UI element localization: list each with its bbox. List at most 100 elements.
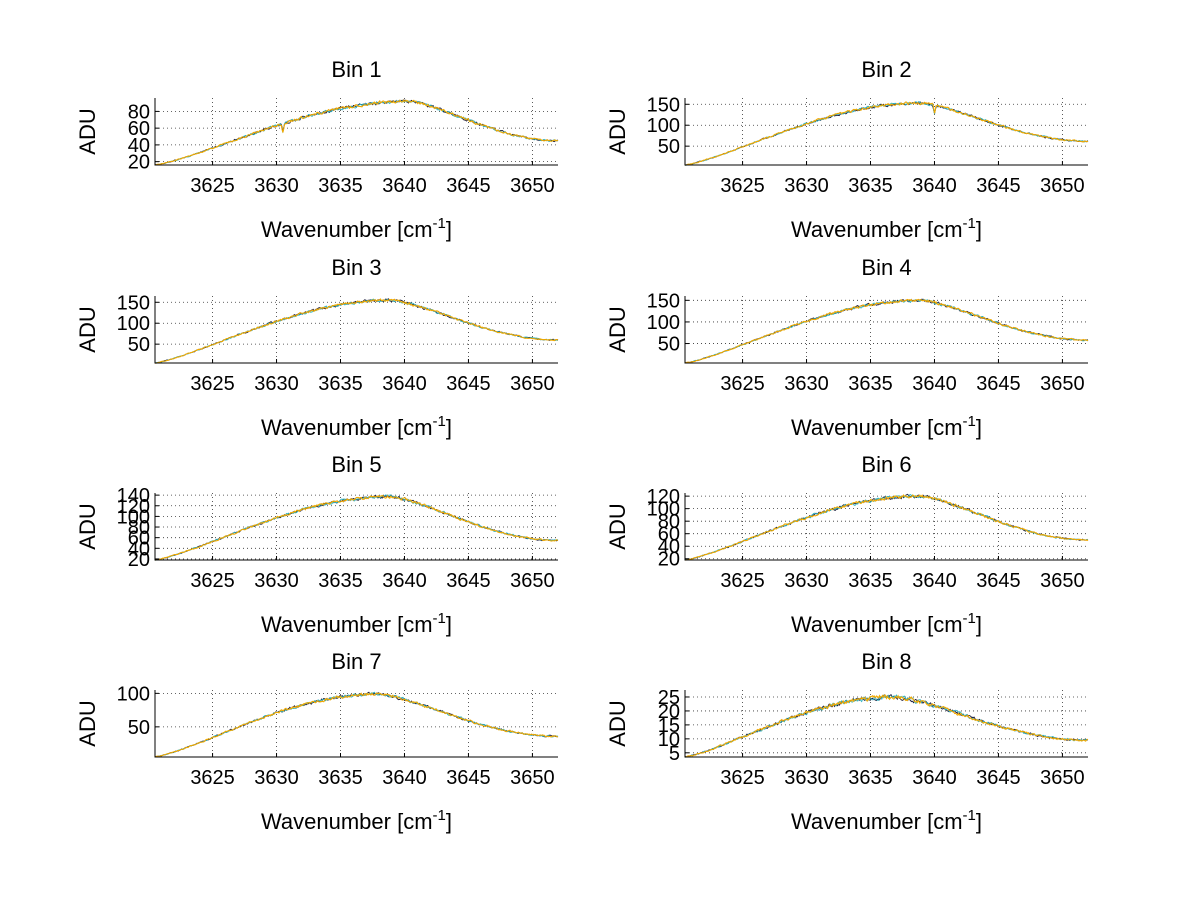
x-axis-label-text: Wavenumber [cm bbox=[261, 809, 433, 834]
x-tick-label: 3645 bbox=[976, 373, 1021, 395]
subplot-title: Bin 1 bbox=[331, 57, 381, 82]
x-axis-label-end: ] bbox=[976, 612, 982, 637]
x-tick-label: 3645 bbox=[976, 767, 1021, 789]
x-axis-label-text: Wavenumber [cm bbox=[791, 217, 963, 242]
x-axis-label-superscript: -1 bbox=[433, 807, 446, 824]
series-line-trace-2 bbox=[684, 494, 1089, 561]
y-axis-label: ADU bbox=[605, 306, 630, 352]
y-tick-label: 60 bbox=[658, 524, 680, 546]
axis-frame bbox=[154, 296, 558, 364]
y-tick-label: 40 bbox=[128, 538, 150, 560]
series-line-trace-1 bbox=[154, 691, 559, 758]
x-axis-label-end: ] bbox=[976, 217, 982, 242]
y-tick-label: 40 bbox=[128, 135, 150, 157]
series-line-trace-3 bbox=[684, 101, 1089, 166]
x-tick-label: 3635 bbox=[318, 373, 363, 395]
y-tick-label: 50 bbox=[128, 334, 150, 356]
x-tick-label: 3635 bbox=[848, 373, 893, 395]
x-axis-label-end: ] bbox=[446, 612, 452, 637]
series-line-trace-3 bbox=[154, 298, 559, 364]
y-axis-label: ADU bbox=[605, 700, 630, 746]
subplot-title: Bin 4 bbox=[861, 255, 911, 280]
subplot-title: Bin 8 bbox=[861, 649, 911, 674]
x-tick-label: 3625 bbox=[720, 767, 765, 789]
x-axis-label-end: ] bbox=[446, 809, 452, 834]
x-axis-label-end: ] bbox=[446, 217, 452, 242]
x-axis-label-superscript: -1 bbox=[433, 215, 446, 232]
y-tick-label: 120 bbox=[647, 486, 680, 508]
y-tick-label: 120 bbox=[117, 496, 150, 518]
series-line-trace-3 bbox=[154, 692, 559, 758]
y-tick-label: 60 bbox=[128, 118, 150, 140]
y-tick-label: 100 bbox=[647, 499, 680, 521]
series-line-trace-2 bbox=[684, 694, 1089, 758]
x-axis-label-text: Wavenumber [cm bbox=[791, 415, 963, 440]
x-axis-label-end: ] bbox=[976, 415, 982, 440]
x-axis-label: Wavenumber [cm-1] bbox=[261, 215, 452, 242]
x-axis-label-superscript: -1 bbox=[963, 610, 976, 627]
y-tick-label: 150 bbox=[117, 292, 150, 314]
axis-frame bbox=[154, 493, 558, 561]
x-tick-label: 3640 bbox=[912, 570, 957, 592]
x-axis-label-end: ] bbox=[446, 415, 452, 440]
x-tick-label: 3625 bbox=[720, 373, 765, 395]
y-tick-label: 50 bbox=[128, 717, 150, 739]
series-line-trace-1 bbox=[684, 694, 1089, 758]
x-tick-label: 3630 bbox=[254, 175, 299, 197]
series-line-trace-1 bbox=[684, 493, 1089, 561]
x-axis-label: Wavenumber [cm-1] bbox=[791, 215, 982, 242]
x-axis-label: Wavenumber [cm-1] bbox=[261, 807, 452, 834]
y-axis-label: ADU bbox=[75, 503, 100, 549]
y-axis-label: ADU bbox=[75, 700, 100, 746]
axis-frame bbox=[154, 98, 558, 166]
axis-frame bbox=[684, 493, 1088, 561]
x-tick-label: 3645 bbox=[446, 767, 491, 789]
axis-frame bbox=[684, 690, 1088, 758]
x-tick-label: 3630 bbox=[254, 570, 299, 592]
x-axis-label-end: ] bbox=[976, 809, 982, 834]
y-tick-label: 50 bbox=[658, 136, 680, 158]
y-tick-label: 100 bbox=[117, 313, 150, 335]
x-tick-label: 3630 bbox=[254, 767, 299, 789]
subplot-title: Bin 7 bbox=[331, 649, 381, 674]
x-axis-label-superscript: -1 bbox=[963, 807, 976, 824]
x-tick-label: 3640 bbox=[382, 373, 427, 395]
series-line-trace-2 bbox=[155, 691, 559, 758]
y-tick-label: 25 bbox=[658, 687, 680, 709]
y-tick-label: 150 bbox=[647, 94, 680, 116]
y-tick-label: 20 bbox=[658, 549, 680, 571]
x-tick-label: 3650 bbox=[1040, 767, 1085, 789]
subplot-bin-7: Bin 7 3625 3630 3635 3640 3645 3650 50 100 ADU Wav… bbox=[75, 649, 559, 834]
x-tick-label: 3645 bbox=[446, 570, 491, 592]
series-line-trace-3 bbox=[154, 99, 559, 166]
y-tick-label: 80 bbox=[658, 511, 680, 533]
x-axis-label-text: Wavenumber [cm bbox=[791, 809, 963, 834]
series-line-trace-3 bbox=[154, 494, 559, 561]
series-line-trace-2 bbox=[684, 298, 1089, 364]
x-tick-label: 3650 bbox=[510, 767, 555, 789]
series-line-trace-1 bbox=[154, 298, 559, 364]
x-tick-label: 3630 bbox=[784, 767, 829, 789]
x-tick-label: 3635 bbox=[848, 767, 893, 789]
y-tick-label: 20 bbox=[128, 549, 150, 571]
x-tick-label: 3645 bbox=[446, 373, 491, 395]
series-line-trace-3 bbox=[684, 694, 1089, 758]
x-tick-label: 3625 bbox=[190, 570, 235, 592]
y-tick-label: 100 bbox=[117, 506, 150, 528]
y-tick-label: 80 bbox=[128, 101, 150, 123]
x-axis-label-text: Wavenumber [cm bbox=[261, 415, 433, 440]
series-line-trace-3 bbox=[684, 298, 1089, 364]
x-tick-label: 3645 bbox=[976, 175, 1021, 197]
y-axis-label: ADU bbox=[75, 306, 100, 352]
x-axis-label-superscript: -1 bbox=[963, 413, 976, 430]
x-tick-label: 3640 bbox=[382, 175, 427, 197]
y-axis-label: ADU bbox=[605, 503, 630, 549]
x-tick-label: 3650 bbox=[510, 175, 555, 197]
x-tick-label: 3625 bbox=[190, 767, 235, 789]
y-tick-label: 15 bbox=[658, 715, 680, 737]
